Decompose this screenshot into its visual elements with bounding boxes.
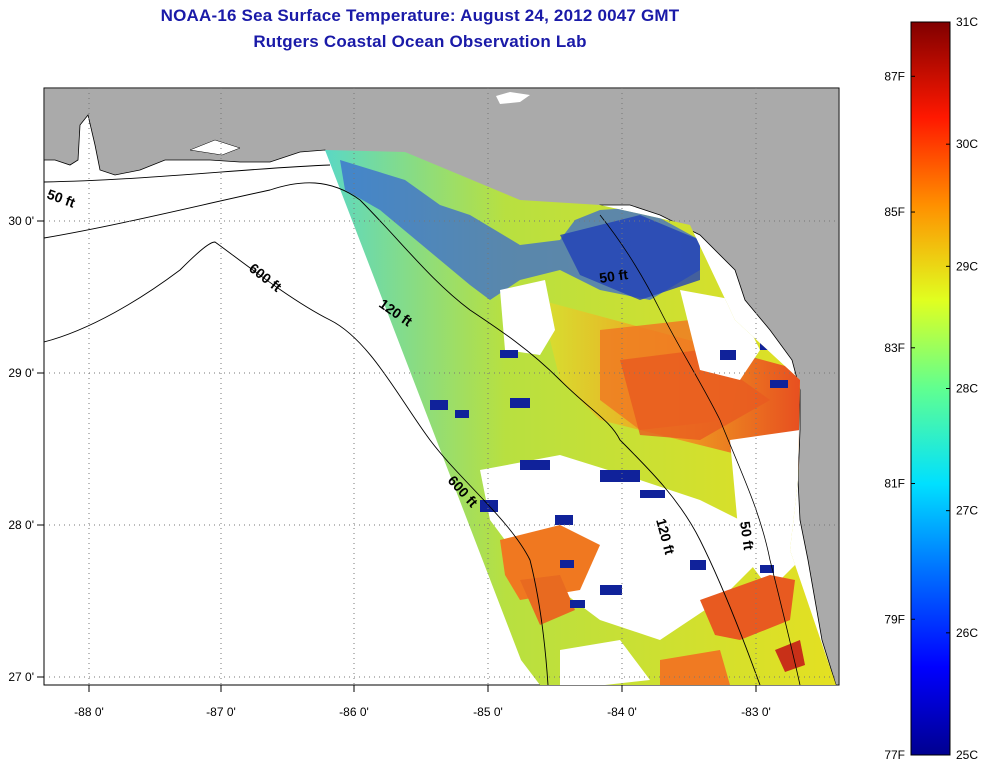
contour-label: 50 ft bbox=[737, 520, 757, 551]
y-tick-label: 28 0' bbox=[8, 518, 34, 532]
y-tick-label: 30 0' bbox=[8, 214, 34, 228]
y-tick-label: 29 0' bbox=[8, 366, 34, 380]
contour-label: 50 ft bbox=[598, 266, 629, 286]
axis-ticks bbox=[37, 220, 757, 692]
bay-inlet bbox=[189, 139, 241, 156]
x-tick-label: -88 0' bbox=[74, 705, 104, 719]
y-tick-label: 27 0' bbox=[8, 670, 34, 684]
x-tick-label: -85 0' bbox=[473, 705, 503, 719]
x-tick-label: -86 0' bbox=[339, 705, 369, 719]
x-tick-label: -87 0' bbox=[206, 705, 236, 719]
x-tick-label: -83 0' bbox=[741, 705, 771, 719]
map-title: NOAA-16 Sea Surface Temperature: August … bbox=[160, 6, 680, 25]
map-subtitle: Rutgers Coastal Ocean Observation Lab bbox=[253, 32, 587, 51]
x-tick-label: -84 0' bbox=[607, 705, 637, 719]
small-cloud-patch bbox=[496, 92, 530, 104]
